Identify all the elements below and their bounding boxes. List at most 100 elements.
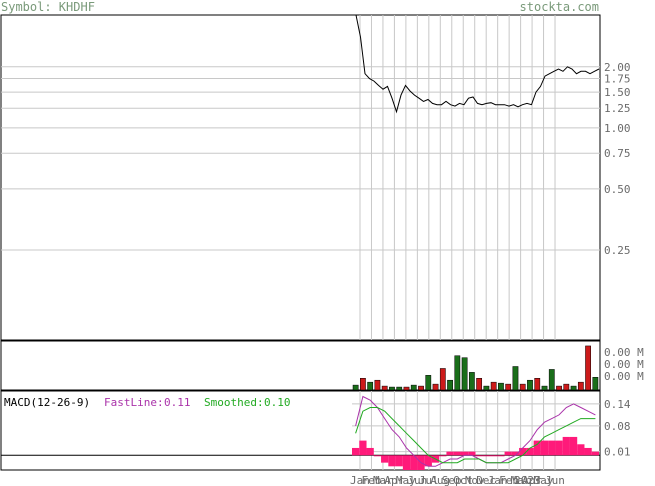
volume-bar [592, 377, 599, 391]
smoothed-legend-label: Smoothed: [204, 396, 264, 409]
price-tick-label: 2.00 [604, 61, 631, 74]
x-tick-label: Sep [442, 474, 462, 486]
x-tick-label: Dec [476, 474, 496, 486]
macd-histogram-bar [584, 447, 592, 456]
macd-histogram-bar [366, 447, 374, 456]
volume-bar [519, 383, 526, 391]
macd-frame [0, 390, 601, 471]
macd-histogram-bar [533, 440, 541, 456]
macd-histogram-bar [352, 447, 360, 456]
macd-histogram-bar [548, 440, 556, 456]
volume-bar [556, 385, 562, 391]
volume-tick-label: 0.00 M [604, 370, 644, 383]
volume-bar [461, 357, 468, 391]
macd-histogram-bar [511, 451, 520, 456]
x-tick-label: Apr [384, 474, 404, 486]
volume-bar [447, 379, 453, 391]
fastline-legend-label: FastLine: [104, 396, 164, 409]
price-tick-label: 1.25 [604, 102, 631, 115]
price-frame [0, 14, 601, 341]
volume-bar [439, 368, 446, 391]
volume-bar [454, 355, 461, 391]
macd-histogram-bar [591, 451, 599, 456]
macd-histogram-bar [490, 455, 498, 457]
volume-bar [570, 385, 577, 391]
price-panel: 2.001.751.50 1.25 1.00 0.75 0.50 0.25 [0, 14, 631, 341]
macd-tick-label: 0.01 [604, 446, 631, 459]
macd-histogram-bar [475, 455, 483, 457]
volume-bar [490, 381, 497, 391]
x-tick-label: Jan [350, 474, 370, 486]
macd-histogram-bar [402, 455, 411, 470]
price-tick-label: 0.25 [604, 244, 631, 257]
x-tick-label: Mar [511, 474, 531, 486]
x-tick-label: Aug [430, 474, 450, 486]
x-tick-label: Mar [373, 474, 393, 486]
volume-bar [410, 384, 417, 391]
macd-histogram-bar [569, 436, 578, 456]
x-tick-label: Oct [453, 474, 473, 486]
x-tick-label: Jan 2023 [488, 474, 541, 486]
symbol-label: Symbol: KHDHF [1, 0, 95, 14]
volume-bar [548, 369, 555, 391]
macd-histogram-bar [555, 440, 563, 456]
x-tick-label: May [396, 474, 416, 486]
macd-panel: 0.14 0.08 0.01 [0, 390, 631, 471]
x-tick-label: Jun [545, 474, 565, 486]
macd-histogram-bar [446, 451, 454, 456]
macd-histogram-bar [562, 436, 570, 456]
macd-histogram-bar [410, 455, 418, 470]
macd-tick-label: 0.08 [604, 420, 631, 433]
macd-tick-label: 0.14 [604, 398, 631, 411]
x-tick-label: Feb [361, 474, 381, 486]
volume-bar [367, 381, 374, 391]
macd-histogram-bar [468, 451, 476, 456]
volume-bar [432, 383, 439, 391]
volume-bar [577, 381, 584, 391]
macd-histogram-bar [519, 447, 527, 456]
macd-histogram-bar [395, 455, 403, 467]
volume-bar [374, 379, 381, 391]
volume-bar [403, 386, 410, 391]
x-tick-label: Nov [465, 474, 485, 486]
x-tick-label: Feb [499, 474, 519, 486]
macd-histogram-bar [373, 455, 382, 457]
volume-bar [418, 385, 424, 391]
volume-bar [541, 385, 548, 391]
volume-bar [527, 379, 533, 391]
price-tick-label: 0.50 [604, 183, 631, 196]
macd-histogram-bar [482, 455, 491, 457]
price-line [355, 14, 600, 114]
macd-histogram-bar [381, 455, 389, 463]
macd-fastline [355, 395, 596, 467]
macd-histogram-bar [424, 455, 432, 467]
volume-bar [483, 385, 490, 391]
macd-histogram-bar [540, 440, 549, 456]
volume-bar [534, 378, 541, 391]
x-tick-label: Jul [419, 474, 439, 486]
macd-title: MACD(12-26-9) [4, 396, 90, 409]
macd-histogram-bar [460, 451, 469, 456]
macd-histogram-bar [526, 447, 534, 456]
volume-bar [498, 382, 504, 391]
smoothed-legend-value: 0.10 [264, 396, 291, 409]
volume-bar [360, 378, 366, 391]
price-tick-label: 1.50 [604, 86, 631, 99]
macd-histogram-bar [388, 455, 396, 467]
price-tick-label: 0.75 [604, 147, 631, 160]
volume-bar [381, 385, 388, 391]
volume-bar [425, 375, 432, 391]
volume-bar [468, 372, 475, 391]
volume-bar [389, 386, 395, 391]
fastline-legend-value: 0.11 [164, 396, 191, 409]
macd-smoothed-line [355, 407, 596, 464]
price-tick-label: 1.00 [604, 122, 631, 135]
volume-tick-label: 0.00 M [604, 346, 644, 359]
macd-histogram-bar [439, 455, 447, 457]
macd-histogram-bar [504, 451, 512, 456]
volume-bar [396, 386, 403, 391]
x-tick-label: Jun [407, 474, 427, 486]
x-tick-label: May [534, 474, 554, 486]
volume-panel: 0.00 M0.00 M0.00 M [0, 340, 644, 391]
